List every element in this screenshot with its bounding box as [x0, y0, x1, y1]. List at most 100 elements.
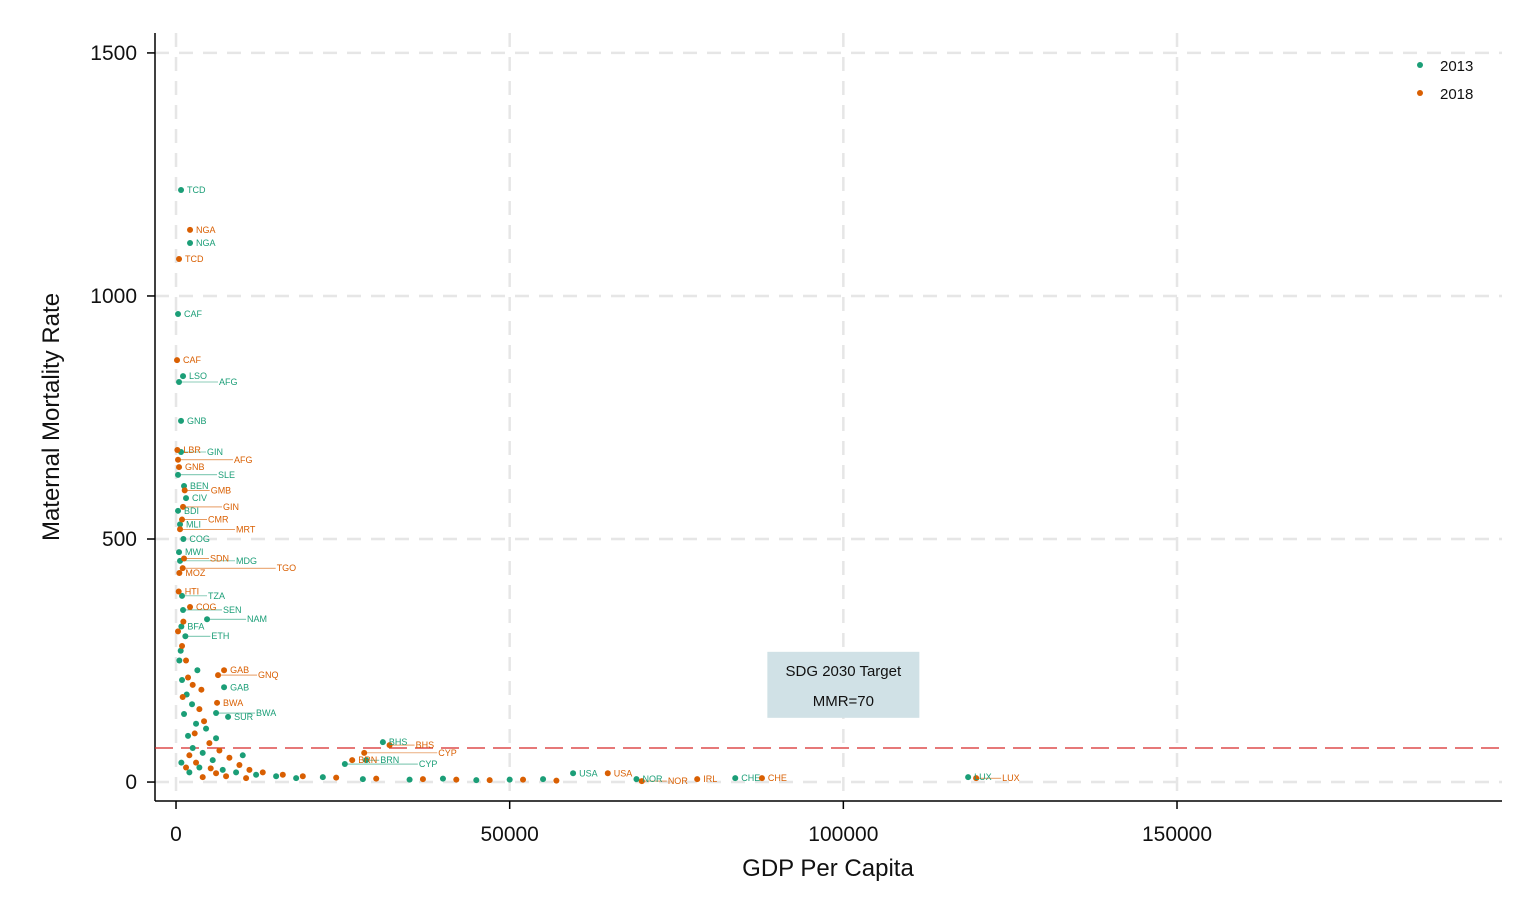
point-2018 [216, 747, 223, 754]
point-2018 [223, 773, 230, 780]
point-2018 [191, 730, 198, 737]
legend-marker-2018 [1417, 90, 1423, 96]
y-tick-label: 1000 [90, 285, 137, 308]
point-label: BRN [380, 755, 399, 765]
point-2013 [359, 776, 366, 783]
point-label: AFG [219, 377, 238, 387]
annotation-box: SDG 2030 Target MMR=70 [767, 651, 920, 718]
point-2013 [176, 657, 183, 664]
point-2013 [506, 776, 513, 783]
point-label: ETH [211, 631, 229, 641]
annotation-background [767, 651, 920, 718]
point-label: GAB [230, 665, 249, 675]
point-label: NOR [668, 776, 689, 786]
point-2013-LSO [180, 373, 187, 380]
point-label: GIN [223, 502, 239, 512]
point-2018-BHS [386, 742, 393, 749]
point-label: TZA [208, 591, 225, 601]
gridlines [155, 33, 1502, 801]
point-label: NOR [642, 774, 663, 784]
point-2013 [239, 752, 246, 759]
point-2018-MRT [177, 526, 184, 533]
point-2018 [226, 754, 233, 761]
point-label: SLE [218, 470, 235, 480]
point-label: IRL [703, 774, 717, 784]
point-label: LUX [974, 772, 992, 782]
point-2018-CYP [361, 749, 368, 756]
point-label: BEN [190, 481, 209, 491]
point-2013-GAB [221, 684, 228, 691]
point-2018 [183, 764, 190, 771]
point-2013 [293, 775, 300, 782]
point-2018-BRN [349, 757, 356, 764]
point-label: LSO [189, 371, 207, 381]
point-2018 [279, 771, 286, 778]
point-2013-NOR [633, 776, 640, 783]
point-2013 [439, 775, 446, 782]
point-2013-COG [180, 536, 187, 543]
y-tick-label: 500 [102, 528, 137, 551]
point-label: GMB [211, 485, 232, 495]
point-2018-CAF [174, 357, 181, 364]
x-tick-label: 150000 [1142, 823, 1212, 846]
annotation-line-2: MMR=70 [813, 693, 874, 710]
point-2013-TZA [179, 592, 186, 599]
point-2013-MWI [176, 549, 183, 556]
point-2018-HTI [175, 588, 182, 595]
point-2018-GNQ [215, 672, 222, 679]
point-2018-CMR [179, 516, 186, 523]
point-label: TCD [187, 185, 206, 195]
point-2018 [486, 777, 493, 784]
point-label: MWI [185, 547, 204, 557]
point-2013 [273, 773, 280, 780]
point-2018 [333, 774, 340, 781]
point-2013-NAM [204, 616, 211, 623]
point-2013-CYP [341, 761, 348, 768]
point-2018 [186, 752, 193, 759]
point-2013-GNB [178, 417, 185, 424]
point-label: BWA [223, 698, 243, 708]
point-2013 [185, 732, 192, 739]
point-2018 [198, 686, 205, 693]
point-2013-TCD [178, 187, 185, 194]
point-label: COG [196, 602, 217, 612]
point-2013 [209, 757, 216, 764]
point-label: MRT [236, 524, 256, 534]
point-2018-GAB [221, 667, 228, 674]
point-2018-USA [604, 770, 611, 777]
point-2013 [196, 764, 203, 771]
x-axis-title: GDP Per Capita [742, 855, 914, 882]
point-2018 [453, 776, 460, 783]
point-2013-BFA [178, 623, 185, 630]
point-2018-NGA [187, 226, 194, 233]
point-label: CMR [208, 515, 229, 525]
point-2013 [253, 771, 260, 778]
point-2018-LUX [973, 775, 980, 782]
point-2018-BWA [214, 699, 221, 706]
point-2018 [206, 740, 213, 747]
point-label: BDI [184, 506, 199, 516]
point-label: CHE [741, 773, 760, 783]
point-label: BHS [416, 740, 435, 750]
point-2018-LBR [174, 447, 181, 454]
point-2018-GMB [181, 487, 188, 494]
point-label: SDN [210, 553, 229, 563]
legend-marker-2013 [1417, 62, 1423, 68]
point-2013 [406, 776, 413, 783]
point-2013-USA [570, 770, 577, 777]
point-2018 [189, 681, 196, 688]
point-label: GNQ [258, 670, 279, 680]
point-2018 [419, 776, 426, 783]
point-2013-LUX [965, 774, 972, 781]
point-2018 [201, 718, 208, 725]
point-2018 [180, 618, 187, 625]
point-2013-AFG [176, 379, 183, 386]
point-2018 [179, 693, 186, 700]
point-2013 [219, 766, 226, 773]
point-label: USA [614, 768, 633, 778]
point-2013 [189, 745, 196, 752]
y-axis-title: Maternal Mortality Rate [38, 293, 65, 541]
legend: 2013 2018 [1417, 58, 1473, 103]
point-2018 [236, 762, 243, 769]
